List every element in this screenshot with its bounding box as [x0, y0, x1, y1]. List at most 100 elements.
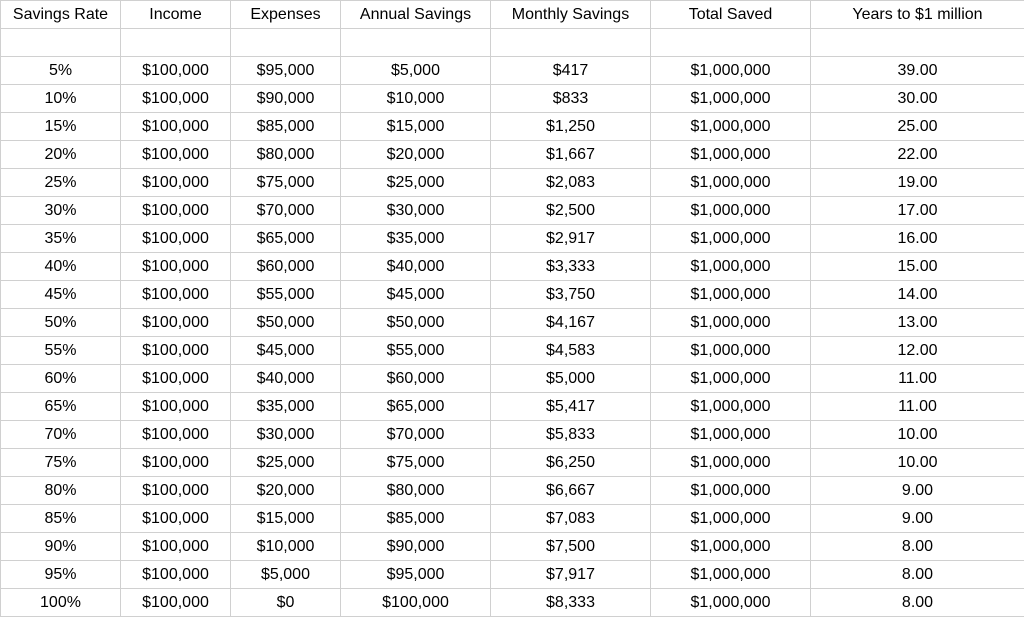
table-cell: $100,000: [121, 337, 231, 365]
table-cell: $50,000: [231, 309, 341, 337]
table-body: 5%$100,000$95,000$5,000$417$1,000,00039.…: [1, 29, 1024, 617]
table-cell: 5%: [1, 57, 121, 85]
table-cell: $100,000: [121, 449, 231, 477]
table-cell: $1,000,000: [651, 365, 811, 393]
table-cell: $1,000,000: [651, 337, 811, 365]
table-cell: 75%: [1, 449, 121, 477]
table-cell: $1,000,000: [651, 449, 811, 477]
header-income: Income: [121, 1, 231, 29]
table-row: 5%$100,000$95,000$5,000$417$1,000,00039.…: [1, 57, 1024, 85]
table-row: 95%$100,000$5,000$95,000$7,917$1,000,000…: [1, 561, 1024, 589]
spacer-cell: [651, 29, 811, 57]
table-cell: $55,000: [231, 281, 341, 309]
header-years: Years to $1 million: [811, 1, 1024, 29]
table-row: 70%$100,000$30,000$70,000$5,833$1,000,00…: [1, 421, 1024, 449]
table-row: 25%$100,000$75,000$25,000$2,083$1,000,00…: [1, 169, 1024, 197]
table-row: 15%$100,000$85,000$15,000$1,250$1,000,00…: [1, 113, 1024, 141]
table-cell: $55,000: [341, 337, 491, 365]
table-cell: 95%: [1, 561, 121, 589]
table-cell: $5,833: [491, 421, 651, 449]
table-cell: 55%: [1, 337, 121, 365]
table-row: 50%$100,000$50,000$50,000$4,167$1,000,00…: [1, 309, 1024, 337]
table-cell: $100,000: [341, 589, 491, 617]
table-cell: $5,000: [491, 365, 651, 393]
table-cell: 8.00: [811, 589, 1024, 617]
table-cell: $1,000,000: [651, 281, 811, 309]
table-cell: $100,000: [121, 57, 231, 85]
table-cell: $40,000: [231, 365, 341, 393]
table-cell: 60%: [1, 365, 121, 393]
table-cell: $8,333: [491, 589, 651, 617]
table-cell: $100,000: [121, 561, 231, 589]
table-cell: $100,000: [121, 505, 231, 533]
table-cell: $85,000: [231, 113, 341, 141]
savings-table: Savings Rate Income Expenses Annual Savi…: [0, 0, 1024, 617]
table-cell: $1,000,000: [651, 589, 811, 617]
table-cell: 8.00: [811, 561, 1024, 589]
table-row: 30%$100,000$70,000$30,000$2,500$1,000,00…: [1, 197, 1024, 225]
table-cell: $5,417: [491, 393, 651, 421]
header-annual-savings: Annual Savings: [341, 1, 491, 29]
table-cell: $20,000: [231, 477, 341, 505]
table-cell: $2,500: [491, 197, 651, 225]
table-cell: $1,000,000: [651, 57, 811, 85]
table-cell: 65%: [1, 393, 121, 421]
table-row: 85%$100,000$15,000$85,000$7,083$1,000,00…: [1, 505, 1024, 533]
spacer-row: [1, 29, 1024, 57]
table-cell: $3,333: [491, 253, 651, 281]
table-cell: 40%: [1, 253, 121, 281]
table-row: 55%$100,000$45,000$55,000$4,583$1,000,00…: [1, 337, 1024, 365]
table-cell: $45,000: [341, 281, 491, 309]
table-row: 80%$100,000$20,000$80,000$6,667$1,000,00…: [1, 477, 1024, 505]
table-cell: 14.00: [811, 281, 1024, 309]
table-cell: $2,083: [491, 169, 651, 197]
table-cell: 45%: [1, 281, 121, 309]
table-cell: $1,000,000: [651, 393, 811, 421]
table-row: 35%$100,000$65,000$35,000$2,917$1,000,00…: [1, 225, 1024, 253]
table-cell: $100,000: [121, 533, 231, 561]
table-cell: $100,000: [121, 477, 231, 505]
table-cell: 50%: [1, 309, 121, 337]
table-cell: 12.00: [811, 337, 1024, 365]
table-cell: $6,667: [491, 477, 651, 505]
table-row: 20%$100,000$80,000$20,000$1,667$1,000,00…: [1, 141, 1024, 169]
spacer-cell: [231, 29, 341, 57]
table-cell: $20,000: [341, 141, 491, 169]
table-cell: $1,000,000: [651, 141, 811, 169]
table-cell: $25,000: [341, 169, 491, 197]
table-cell: 90%: [1, 533, 121, 561]
table-cell: $7,917: [491, 561, 651, 589]
table-row: 75%$100,000$25,000$75,000$6,250$1,000,00…: [1, 449, 1024, 477]
table-cell: 9.00: [811, 505, 1024, 533]
header-total-saved: Total Saved: [651, 1, 811, 29]
table-cell: $100,000: [121, 113, 231, 141]
table-cell: $833: [491, 85, 651, 113]
table-cell: $95,000: [341, 561, 491, 589]
table-cell: $1,000,000: [651, 505, 811, 533]
table-row: 60%$100,000$40,000$60,000$5,000$1,000,00…: [1, 365, 1024, 393]
table-cell: $6,250: [491, 449, 651, 477]
table-cell: 8.00: [811, 533, 1024, 561]
table-cell: $80,000: [231, 141, 341, 169]
table-cell: 15.00: [811, 253, 1024, 281]
table-cell: $1,000,000: [651, 113, 811, 141]
table-cell: $1,000,000: [651, 197, 811, 225]
table-cell: $100,000: [121, 589, 231, 617]
table-cell: $25,000: [231, 449, 341, 477]
table-cell: $40,000: [341, 253, 491, 281]
table-cell: $60,000: [341, 365, 491, 393]
table-cell: $45,000: [231, 337, 341, 365]
table-row: 100%$100,000$0$100,000$8,333$1,000,0008.…: [1, 589, 1024, 617]
table-cell: $2,917: [491, 225, 651, 253]
table-cell: 35%: [1, 225, 121, 253]
table-cell: $70,000: [341, 421, 491, 449]
table-cell: $100,000: [121, 253, 231, 281]
table-cell: $100,000: [121, 393, 231, 421]
table-cell: $4,167: [491, 309, 651, 337]
table-cell: $1,000,000: [651, 533, 811, 561]
table-cell: 19.00: [811, 169, 1024, 197]
table-cell: 11.00: [811, 393, 1024, 421]
table-cell: $0: [231, 589, 341, 617]
table-cell: $65,000: [341, 393, 491, 421]
table-cell: 25.00: [811, 113, 1024, 141]
